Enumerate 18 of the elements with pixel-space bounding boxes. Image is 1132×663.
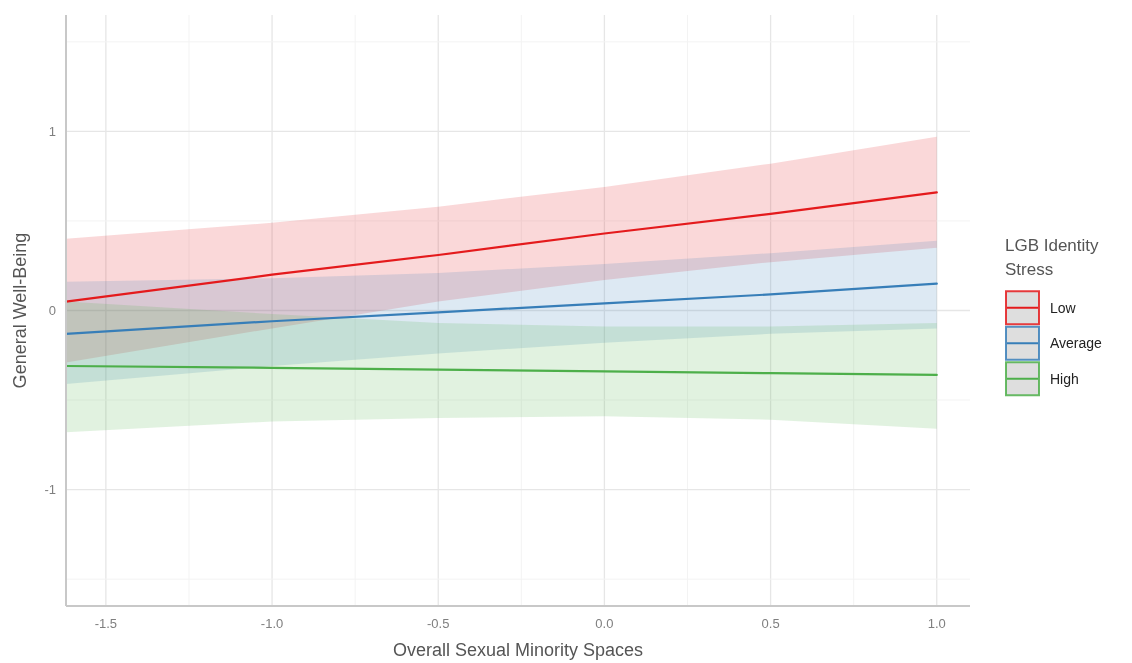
legend-title: LGB Identity Stress <box>1005 236 1100 280</box>
x-axis-title: Overall Sexual Minority Spaces <box>392 640 644 660</box>
y-tick-label: -1 <box>44 482 56 498</box>
x-tick-label: -0.5 <box>427 616 450 631</box>
y-tick-label: 0 <box>48 303 56 319</box>
x-tick-label: 0.5 <box>761 616 780 631</box>
y-tick-label: 1 <box>48 123 56 139</box>
x-tick-label: -1.5 <box>94 616 118 631</box>
line-series <box>64 364 938 377</box>
x-tick-label: -1.0 <box>260 616 284 631</box>
legend-label: High <box>1050 370 1079 387</box>
legend-label: Low <box>1050 299 1077 316</box>
y-axis-title: General Well-Being <box>10 232 30 389</box>
x-tick-label: 1.0 <box>927 616 946 631</box>
line-series <box>64 191 938 303</box>
line-series <box>64 282 938 335</box>
x-tick-label: 0.0 <box>595 616 614 631</box>
legend-label: Average <box>1050 335 1103 352</box>
